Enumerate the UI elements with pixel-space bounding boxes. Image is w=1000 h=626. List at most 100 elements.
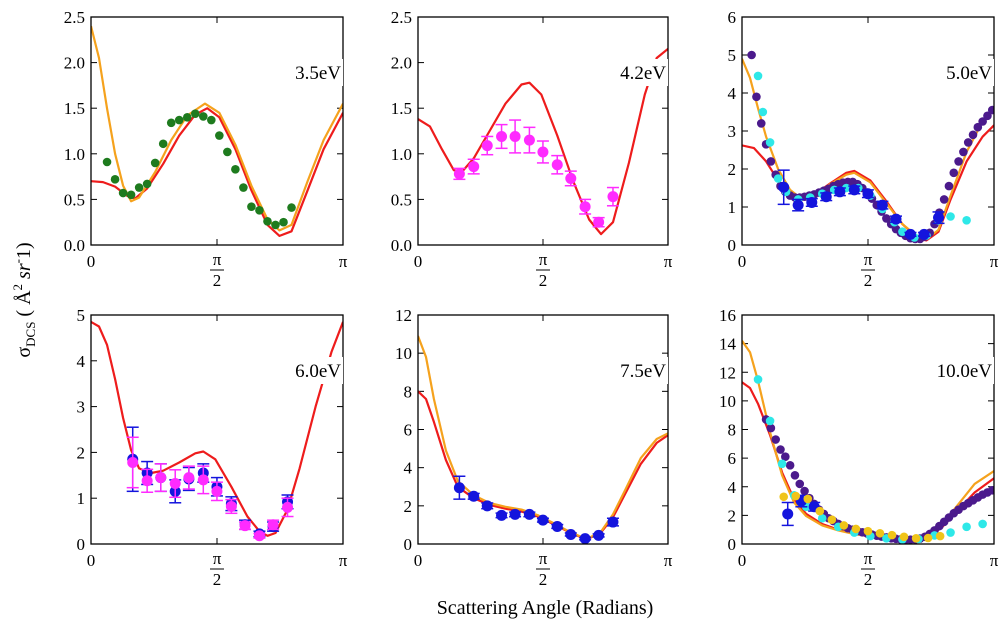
- y-tick-label: 0.5: [64, 190, 85, 209]
- x-tick-label-half-denominator: 2: [864, 570, 873, 589]
- data-point: [820, 191, 832, 203]
- data-point: [904, 228, 916, 240]
- data-point: [183, 472, 195, 484]
- plot-area: [742, 340, 994, 544]
- data-point: [747, 50, 756, 60]
- data-point: [253, 530, 265, 542]
- data-point: [174, 115, 184, 125]
- data-point: [944, 181, 954, 191]
- data-point: [225, 500, 237, 512]
- data-point: [453, 482, 465, 494]
- data-point: [126, 190, 136, 200]
- y-tick-label: 0: [77, 535, 86, 554]
- y-tick-label: 14: [719, 335, 737, 354]
- data-point: [839, 521, 849, 530]
- data-point: [607, 516, 619, 528]
- data-point: [978, 519, 987, 529]
- data-point: [758, 107, 768, 117]
- x-tick-label-pi: π: [990, 551, 999, 570]
- data-point: [782, 508, 794, 520]
- data-point: [127, 456, 139, 468]
- data-point: [110, 175, 120, 184]
- data-point: [817, 513, 827, 523]
- data-point: [962, 522, 971, 532]
- data-point: [551, 159, 563, 171]
- data-point: [803, 494, 813, 504]
- energy-annotation: 7.5eV: [620, 361, 666, 382]
- data-point: [197, 474, 209, 486]
- y-axis-label-sup2: 2: [10, 284, 25, 291]
- data-point: [778, 181, 790, 193]
- y-tick-label: 12: [719, 363, 736, 382]
- data-point: [551, 520, 563, 532]
- y-tick-label: 0: [728, 535, 737, 554]
- panel-d: 0 1 2 3 4 5 0 π 2 π 6.0eV: [77, 306, 348, 589]
- data-point: [933, 212, 945, 224]
- data-point: [579, 201, 591, 213]
- x-tick-label-half-numerator: π: [213, 250, 222, 269]
- data-point: [282, 501, 294, 513]
- panel-f: 0 2 4 6 8 10 12 14 16 0 π 2 π 10.0eV: [719, 306, 999, 589]
- x-tick-label-half-denominator: 2: [864, 271, 873, 290]
- y-tick-label: 8: [728, 421, 737, 440]
- data-point: [887, 530, 897, 540]
- x-tick-label-zero: 0: [738, 551, 747, 570]
- data-point: [766, 157, 776, 166]
- series-green: [102, 109, 296, 230]
- y-tick-label: 10: [719, 392, 736, 411]
- data-point: [593, 529, 605, 541]
- series-yellow: [779, 491, 945, 543]
- annotation-background: [282, 357, 343, 384]
- data-point: [983, 111, 992, 121]
- y-tick-label: 6: [728, 8, 737, 27]
- series-indigo: [761, 415, 994, 544]
- y-axis-label-sigma: σ: [13, 347, 35, 358]
- data-point: [795, 479, 805, 489]
- y-tick-label: 5: [728, 46, 737, 65]
- annotation-background: [923, 357, 994, 384]
- data-point: [781, 452, 790, 461]
- data-point: [918, 228, 930, 240]
- y-tick-label: 1.0: [391, 145, 412, 164]
- series-magenta: [126, 436, 294, 542]
- data-point: [968, 130, 978, 140]
- data-point: [523, 134, 535, 146]
- data-point: [267, 519, 279, 531]
- y-tick-label: 2.0: [64, 54, 85, 73]
- y-tick-label: 16: [719, 306, 736, 325]
- y-tick-label: 0.5: [391, 190, 412, 209]
- y-tick-label: 2: [728, 506, 737, 525]
- series-magenta: [453, 119, 619, 228]
- y-tick-label: 1.0: [64, 145, 85, 164]
- y-tick-label: 1.5: [391, 99, 412, 118]
- series-blue: [453, 475, 619, 544]
- data-point: [752, 92, 761, 102]
- panel-frame: [417, 314, 669, 545]
- data-point: [827, 515, 837, 524]
- data-point: [765, 416, 775, 426]
- x-tick-label-half-denominator: 2: [213, 271, 222, 290]
- y-tick-label: 3: [77, 398, 86, 417]
- data-point: [791, 491, 801, 501]
- annotation-background: [282, 59, 343, 86]
- x-tick-label-zero: 0: [414, 551, 423, 570]
- y-tick-label: 4: [77, 352, 86, 371]
- data-point: [509, 508, 521, 520]
- data-point: [756, 119, 766, 128]
- data-point: [141, 475, 153, 487]
- y-tick-label: 4: [728, 478, 737, 497]
- data-point: [207, 115, 216, 125]
- y-axis-label-close: 1): [13, 242, 35, 259]
- data-point: [890, 213, 902, 225]
- y-tick-label: 2.5: [64, 8, 85, 27]
- data-point: [239, 520, 251, 532]
- data-point: [255, 206, 264, 215]
- y-tick-label: 0: [404, 535, 413, 554]
- data-point: [765, 138, 775, 147]
- data-point: [862, 188, 874, 200]
- data-point: [882, 214, 891, 223]
- y-tick-label: 10: [395, 344, 412, 363]
- y-tick-label: 2.5: [391, 8, 412, 27]
- x-tick-label-half-denominator: 2: [213, 570, 222, 589]
